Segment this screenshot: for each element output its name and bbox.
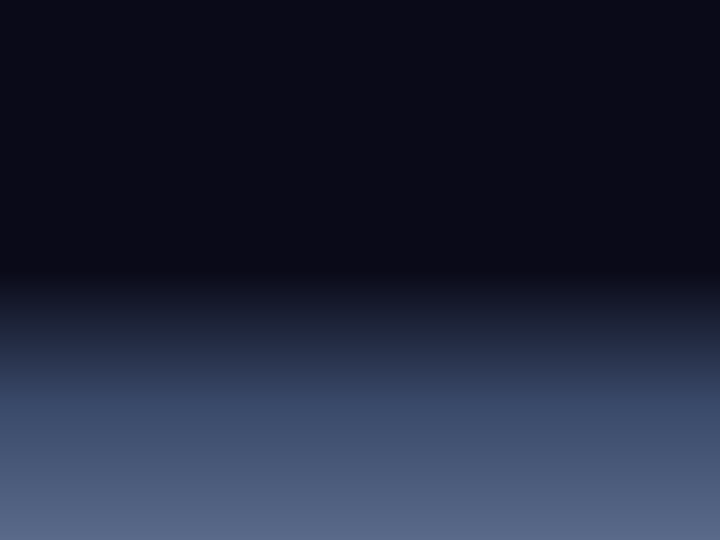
Bar xyxy=(192,90,438,142)
Bar xyxy=(42,90,192,142)
Bar xyxy=(438,247,680,352)
Text: biological site: biological site xyxy=(436,25,541,38)
Bar xyxy=(42,352,192,457)
Bar xyxy=(438,457,680,540)
Text: Most clinically useful local
anaesthetic agents (e.g. articaine,
lidocaine, mepi: Most clinically useful local anaesthetic… xyxy=(446,467,640,503)
Text: Agents acting by combination of
receptor and  receptor-independent
mechanism: Agents acting by combination of receptor… xyxy=(200,467,400,503)
Text: Quaternary ammonium analogues
of lidocaine
(scorpion venom): Quaternary ammonium analogues of lidocai… xyxy=(446,257,637,293)
Text: Class A: Class A xyxy=(50,152,91,162)
Bar xyxy=(438,90,680,142)
Text: and: and xyxy=(541,25,575,38)
Text: Classification of local anaesthetic substances according to: Classification of local anaesthetic subs… xyxy=(42,25,436,38)
Bar xyxy=(438,142,680,247)
Text: Class B: Class B xyxy=(50,257,91,267)
Text: Chemical Substance: Chemical Substance xyxy=(499,110,619,123)
Text: Biotoxins (e.g. tetrodotoxin and
saxitoxin): Biotoxins (e.g. tetrodotoxin and saxitox… xyxy=(446,152,622,175)
Bar xyxy=(438,352,680,457)
Text: Classification: Classification xyxy=(78,110,156,123)
Text: Class C: Class C xyxy=(50,362,91,372)
Bar xyxy=(192,247,438,352)
Bar xyxy=(192,142,438,247)
Bar xyxy=(192,457,438,540)
Text: Agents acting at receptor sites on
internal surface of  nerve membrane: Agents acting at receptor sites on inter… xyxy=(200,257,406,280)
Bar xyxy=(192,352,438,457)
Text: Agents acting by a receptor
independent physico-chemical
mechanism: Agents acting by a receptor independent … xyxy=(200,362,372,399)
Text: Agents acting at the receptor site on
external surface of nerve membrane: Agents acting at the receptor site on ex… xyxy=(200,152,405,175)
Bar xyxy=(42,247,192,352)
Text: Benzocaine: Benzocaine xyxy=(446,362,510,372)
Text: Class D: Class D xyxy=(50,467,91,477)
Bar xyxy=(42,457,192,540)
Text: Definition: Definition xyxy=(286,110,343,123)
Text: mode of action: mode of action xyxy=(575,25,686,38)
Bar xyxy=(42,142,192,247)
